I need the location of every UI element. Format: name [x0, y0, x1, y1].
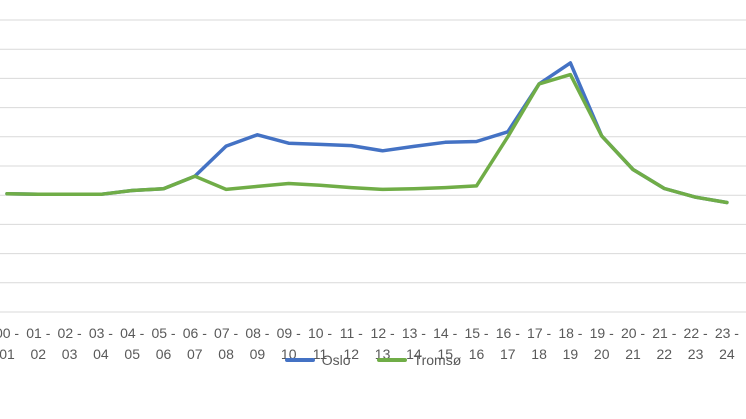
x-tick-label: 21 -22: [652, 325, 676, 362]
x-tick-label: 14 -15: [433, 325, 457, 362]
x-tick-label: 16 -17: [496, 325, 520, 362]
x-tick-label: 00 -01: [0, 325, 19, 362]
x-tick-label: 19 -20: [590, 325, 614, 362]
x-tick-label: 18 -19: [558, 325, 582, 362]
legend-label-tromso: Tromsø: [413, 352, 462, 368]
x-tick-label: 07 -08: [214, 325, 238, 362]
x-tick-label: 03 -04: [89, 325, 113, 362]
series-line-tromso: [5, 72, 729, 205]
legend-item-tromso: Tromsø: [376, 352, 462, 368]
x-tick-label: 23 -24: [715, 325, 739, 362]
x-tick-label: 11 -12: [340, 325, 363, 362]
x-tick-label: 08 -09: [245, 325, 269, 362]
series-lines: [5, 61, 729, 205]
x-tick-label: 02 -03: [58, 325, 82, 362]
legend-label-oslo: Oslo: [321, 352, 351, 368]
legend-swatch-tromso: [376, 358, 407, 362]
x-tick-label: 22 -23: [684, 325, 708, 362]
series-line-oslo: [5, 61, 729, 205]
x-tick-label: 17 -18: [527, 325, 551, 362]
x-tick-label: 06 -07: [183, 325, 207, 362]
x-tick-label: 01 -02: [26, 325, 50, 362]
x-tick-label: 13 -14: [402, 325, 426, 362]
x-tick-label: 10 -11: [308, 325, 332, 362]
legend-item-oslo: Oslo: [284, 352, 351, 368]
x-tick-label: 15 -16: [464, 325, 488, 362]
legend-swatch-oslo: [284, 358, 315, 362]
gridlines: [0, 19, 746, 313]
x-tick-label: 20 -21: [621, 325, 645, 362]
x-tick-label: 04 -05: [120, 325, 144, 362]
x-axis-tick-labels: 00 -01 01 -02 02 -03 03 -04 04 -05 05 -06 06 -…: [0, 325, 739, 362]
x-tick-label: 05 -06: [151, 325, 175, 362]
legend: Oslo Tromsø: [0, 352, 746, 368]
